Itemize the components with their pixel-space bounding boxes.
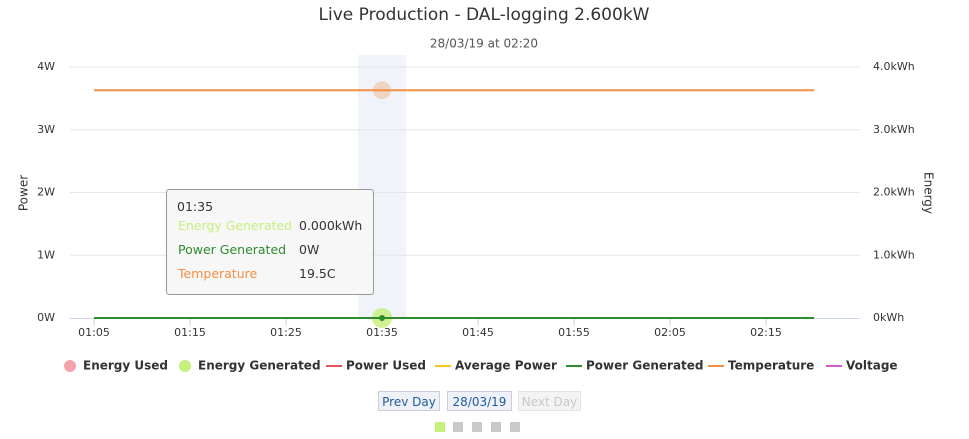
- tooltip-value: 19.5C: [299, 266, 336, 281]
- y-tick-label: 1W: [37, 248, 55, 261]
- tooltip: 01:35 Energy Generated 0.000kWh Power Gene…: [166, 189, 374, 295]
- y2-tick-label: 3.0kWh: [873, 123, 915, 136]
- next-day-button: Next Day: [518, 391, 581, 411]
- legend-label: Energy Used: [83, 359, 168, 373]
- tooltip-value: 0.000kWh: [299, 218, 363, 233]
- chart-title: Live Production - DAL-logging 2.600kW: [319, 5, 650, 25]
- date-button[interactable]: 28/03/19: [447, 391, 512, 411]
- legend-symbol: [179, 360, 191, 372]
- hover-halo: [373, 81, 391, 100]
- legend-item[interactable]: Temperature: [708, 359, 814, 373]
- y-axis-title: Power: [17, 175, 31, 211]
- x-tick-label: 01:25: [270, 326, 302, 339]
- legend-label: Temperature: [728, 359, 814, 373]
- legend-item[interactable]: Power Generated: [566, 359, 704, 373]
- y2-axis-title: Energy: [922, 172, 936, 214]
- legend-label: Voltage: [846, 359, 898, 373]
- x-tick-label: 01:35: [366, 326, 398, 339]
- x-tick-label: 01:15: [174, 326, 206, 339]
- page-dot[interactable]: [510, 422, 520, 432]
- tooltip-series-name: Energy Generated: [178, 218, 293, 233]
- x-tick-label: 01:55: [558, 326, 590, 339]
- legend-item[interactable]: Voltage: [826, 359, 898, 373]
- x-tick-label: 01:45: [462, 326, 494, 339]
- legend-label: Average Power: [455, 359, 557, 373]
- legend-item[interactable]: Power Used: [326, 359, 426, 373]
- y2-tick-label: 1.0kWh: [873, 248, 915, 261]
- y2-tick-label: 0kWh: [873, 311, 904, 324]
- y-tick-label: 0W: [37, 311, 55, 324]
- legend-label: Energy Generated: [198, 359, 321, 373]
- tooltip-series-name: Temperature: [178, 266, 258, 281]
- prev-day-button[interactable]: Prev Day: [378, 391, 440, 411]
- y2-tick-label: 4.0kWh: [873, 60, 915, 73]
- tooltip-title: 01:35: [177, 199, 214, 214]
- page-dot[interactable]: [453, 422, 463, 432]
- legend-item[interactable]: Energy Used: [64, 359, 168, 373]
- y-tick-label: 4W: [37, 60, 55, 73]
- legend-item[interactable]: Average Power: [435, 359, 557, 373]
- y2-tick-label: 2.0kWh: [873, 186, 915, 199]
- tooltip-series-name: Power Generated: [178, 242, 287, 257]
- legend-label: Power Generated: [586, 359, 704, 373]
- page-dot[interactable]: [435, 422, 445, 432]
- x-tick-label: 02:05: [654, 326, 686, 339]
- y-tick-label: 2W: [37, 186, 55, 199]
- page-dot[interactable]: [472, 422, 482, 432]
- y-tick-label: 3W: [37, 123, 55, 136]
- tooltip-value: 0W: [299, 242, 320, 257]
- x-tick-label: 01:05: [78, 326, 110, 339]
- chart-subtitle: 28/03/19 at 02:20: [430, 37, 538, 51]
- page-dot[interactable]: [491, 422, 501, 432]
- x-tick-label: 02:15: [750, 326, 782, 339]
- legend-symbol: [64, 360, 76, 372]
- legend-label: Power Used: [346, 359, 426, 373]
- legend-item[interactable]: Energy Generated: [179, 359, 321, 373]
